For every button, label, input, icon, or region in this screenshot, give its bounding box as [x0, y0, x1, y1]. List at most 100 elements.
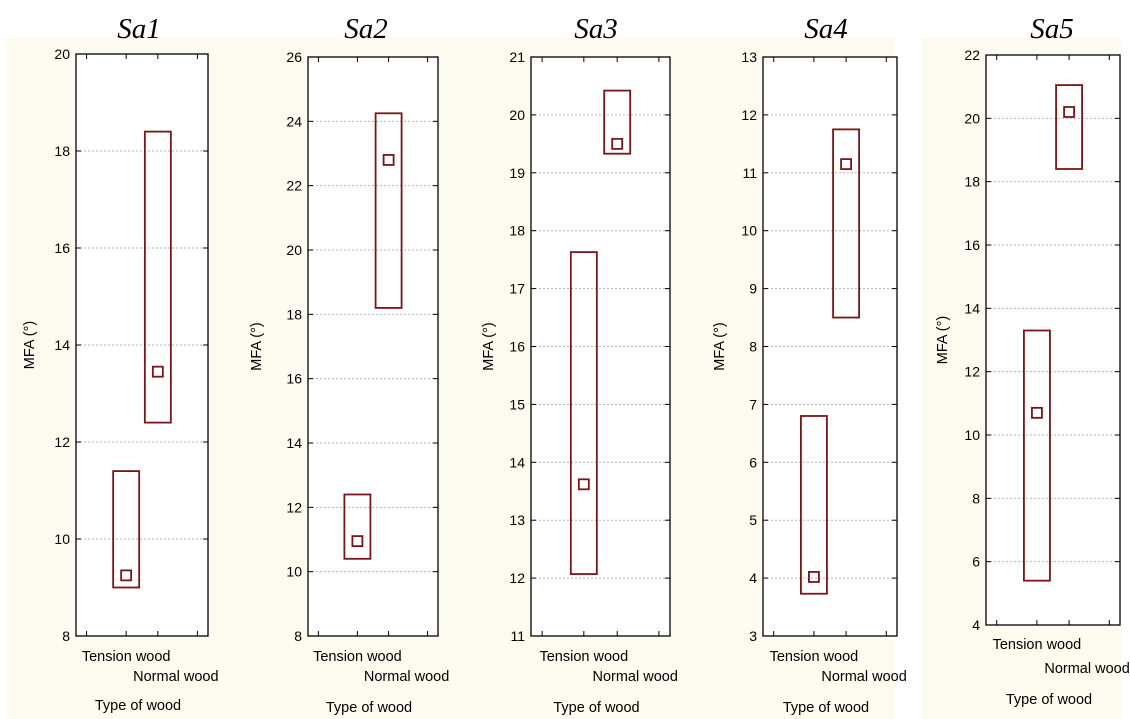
- mean-marker-normal-wood: [382, 154, 395, 166]
- y-tick-label: 19: [509, 165, 525, 181]
- y-tick-label: 12: [286, 499, 302, 515]
- x-category-label: Normal wood: [364, 669, 449, 685]
- y-tick-label: 16: [964, 237, 980, 253]
- y-axis-label: MFA (°): [481, 322, 497, 371]
- chart-panel-sa2: 8 10 12 14 16 18 20 22 24 26 Sa2 MFA (°) Tension woo…: [232, 13, 463, 719]
- y-axis-label: MFA (°): [712, 322, 728, 371]
- x-category-label: Tension wood: [770, 649, 859, 665]
- x-axis-label: Type of wood: [1006, 692, 1092, 708]
- y-tick-label: 9: [749, 281, 757, 297]
- y-tick-label: 16: [509, 339, 525, 355]
- box-tension-wood: [800, 415, 828, 595]
- y-tick-label: 7: [749, 396, 757, 412]
- y-tick-label: 10: [54, 531, 70, 547]
- y-tick-label: 18: [286, 306, 302, 322]
- y-tick-label: 10: [964, 427, 980, 443]
- chart-title: Sa5: [1030, 13, 1074, 45]
- y-tick-label: 18: [964, 174, 980, 190]
- box-tension-wood: [343, 493, 372, 560]
- y-tick-label: 16: [286, 371, 302, 387]
- y-tick-label: 18: [54, 143, 70, 159]
- y-tick-label: 14: [286, 435, 302, 451]
- y-tick-label: 4: [972, 617, 980, 633]
- box-normal-wood: [832, 128, 860, 319]
- y-tick-label: 14: [964, 300, 980, 316]
- y-tick-label: 22: [964, 47, 980, 63]
- y-tick-label: 24: [286, 113, 302, 129]
- y-tick-label: 20: [286, 242, 302, 258]
- y-tick-label: 22: [286, 178, 302, 194]
- chart-panel-sa1: 8 10 12 14 16 18 20 Sa1 MFA (°) Tension wood Norma…: [6, 13, 232, 719]
- chart-panel-sa4: 3 4 5 6 7 8 9 10 11 12 13 Sa4 MFA (°) Tension wood Nor…: [695, 13, 907, 719]
- y-tick-label: 18: [509, 223, 525, 239]
- y-tick-label: 11: [742, 165, 757, 181]
- mean-marker-normal-wood: [840, 158, 852, 171]
- x-category-label: Normal wood: [592, 669, 677, 685]
- y-tick-label: 8: [294, 628, 302, 644]
- box-tension-wood: [569, 251, 598, 575]
- mean-marker-normal-wood: [611, 137, 624, 150]
- mean-marker-tension-wood: [351, 535, 364, 548]
- y-tick-label: 14: [54, 337, 70, 353]
- box-normal-wood: [1055, 84, 1083, 170]
- chart-title: Sa1: [117, 13, 161, 45]
- y-tick-label: 6: [749, 454, 757, 470]
- plot-area: [307, 56, 439, 637]
- y-tick-label: 10: [286, 564, 302, 580]
- y-tick-label: 15: [509, 396, 525, 412]
- box-normal-wood: [603, 89, 632, 155]
- box-normal-wood: [143, 130, 172, 424]
- mean-marker-tension-wood: [808, 571, 820, 583]
- mean-marker-tension-wood: [1031, 406, 1043, 419]
- y-tick-label: 16: [54, 240, 70, 256]
- x-category-label: Normal wood: [1044, 661, 1129, 677]
- x-category-label: Tension wood: [82, 649, 171, 665]
- x-axis-label: Type of wood: [553, 700, 639, 716]
- x-category-label: Normal wood: [133, 669, 218, 685]
- box-tension-wood: [112, 470, 141, 589]
- y-tick-label: 12: [54, 434, 70, 450]
- y-tick-label: 4: [749, 570, 757, 586]
- y-tick-label: 10: [741, 223, 757, 239]
- box-tension-wood: [1023, 329, 1051, 582]
- y-tick-label: 17: [509, 281, 525, 297]
- x-category-label: Tension wood: [313, 649, 402, 665]
- chart-title: Sa4: [804, 13, 848, 45]
- y-tick-label: 20: [964, 110, 980, 126]
- y-tick-label: 20: [509, 107, 525, 123]
- x-axis-label: Type of wood: [783, 700, 869, 716]
- y-tick-label: 20: [54, 46, 70, 62]
- mean-marker-tension-wood: [120, 569, 133, 582]
- y-axis-label: MFA (°): [22, 321, 38, 370]
- mean-marker-normal-wood: [151, 365, 164, 378]
- y-tick-label: 5: [749, 512, 757, 528]
- chart-panel-sa5: 4 6 8 10 12 14 16 18 20 22 Sa5 MFA (°) Tension wood N…: [921, 13, 1130, 719]
- y-tick-label: 8: [62, 628, 70, 644]
- y-tick-label: 8: [972, 490, 980, 506]
- y-axis-label: MFA (°): [935, 316, 951, 365]
- chart-panel-sa3: 11 12 13 14 15 16 17 18 19 20 21 Sa3 MFA (°) Tension …: [463, 13, 695, 719]
- y-tick-label: 6: [972, 554, 980, 570]
- y-tick-label: 12: [741, 107, 757, 123]
- y-tick-label: 3: [749, 628, 757, 644]
- plot-area: [985, 54, 1121, 626]
- chart-title: Sa2: [344, 13, 388, 45]
- y-tick-label: 12: [509, 570, 525, 586]
- y-tick-label: 12: [964, 364, 980, 380]
- plot-area: [762, 56, 898, 637]
- y-tick-label: 21: [509, 49, 525, 65]
- box-normal-wood: [374, 112, 403, 309]
- y-tick-label: 11: [510, 628, 525, 644]
- x-category-label: Tension wood: [539, 649, 628, 665]
- y-tick-label: 8: [749, 339, 757, 355]
- x-axis-label: Type of wood: [326, 700, 412, 716]
- chart-title: Sa3: [574, 13, 618, 45]
- y-tick-label: 26: [286, 49, 302, 65]
- x-axis-label: Type of wood: [95, 698, 181, 714]
- y-tick-label: 14: [509, 454, 525, 470]
- x-category-label: Tension wood: [993, 637, 1082, 653]
- y-tick-label: 13: [509, 512, 525, 528]
- x-category-label: Normal wood: [821, 669, 906, 685]
- y-tick-label: 13: [741, 49, 757, 65]
